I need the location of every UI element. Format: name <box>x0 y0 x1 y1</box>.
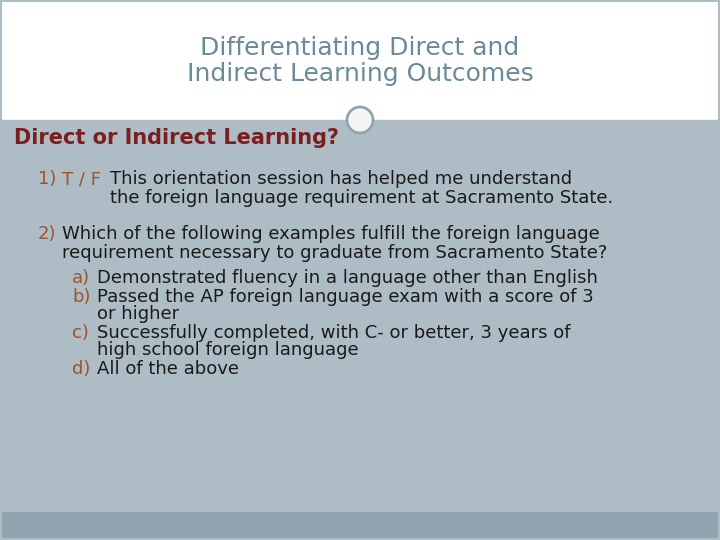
Text: Direct or Indirect Learning?: Direct or Indirect Learning? <box>14 128 339 148</box>
Text: T / F: T / F <box>62 170 112 188</box>
Text: Passed the AP foreign language exam with a score of 3: Passed the AP foreign language exam with… <box>97 288 594 306</box>
Text: high school foreign language: high school foreign language <box>97 341 359 359</box>
Text: This orientation session has helped me understand: This orientation session has helped me u… <box>110 170 572 188</box>
Text: Which of the following examples fulfill the foreign language: Which of the following examples fulfill … <box>62 225 600 243</box>
Text: 2): 2) <box>38 225 56 243</box>
Text: b): b) <box>72 288 91 306</box>
Text: Indirect Learning Outcomes: Indirect Learning Outcomes <box>186 62 534 86</box>
Text: the foreign language requirement at Sacramento State.: the foreign language requirement at Sacr… <box>110 189 613 207</box>
Text: d): d) <box>72 360 91 378</box>
FancyBboxPatch shape <box>0 120 720 512</box>
FancyBboxPatch shape <box>0 0 720 120</box>
Text: or higher: or higher <box>97 305 179 323</box>
Text: Demonstrated fluency in a language other than English: Demonstrated fluency in a language other… <box>97 269 598 287</box>
Text: a): a) <box>72 269 90 287</box>
Text: c): c) <box>72 324 89 342</box>
Text: requirement necessary to graduate from Sacramento State?: requirement necessary to graduate from S… <box>62 244 608 262</box>
Text: Successfully completed, with C- or better, 3 years of: Successfully completed, with C- or bette… <box>97 324 570 342</box>
Text: All of the above: All of the above <box>97 360 239 378</box>
FancyBboxPatch shape <box>0 512 720 540</box>
Text: 1): 1) <box>38 170 56 188</box>
Circle shape <box>347 107 373 133</box>
Text: Differentiating Direct and: Differentiating Direct and <box>200 36 520 60</box>
